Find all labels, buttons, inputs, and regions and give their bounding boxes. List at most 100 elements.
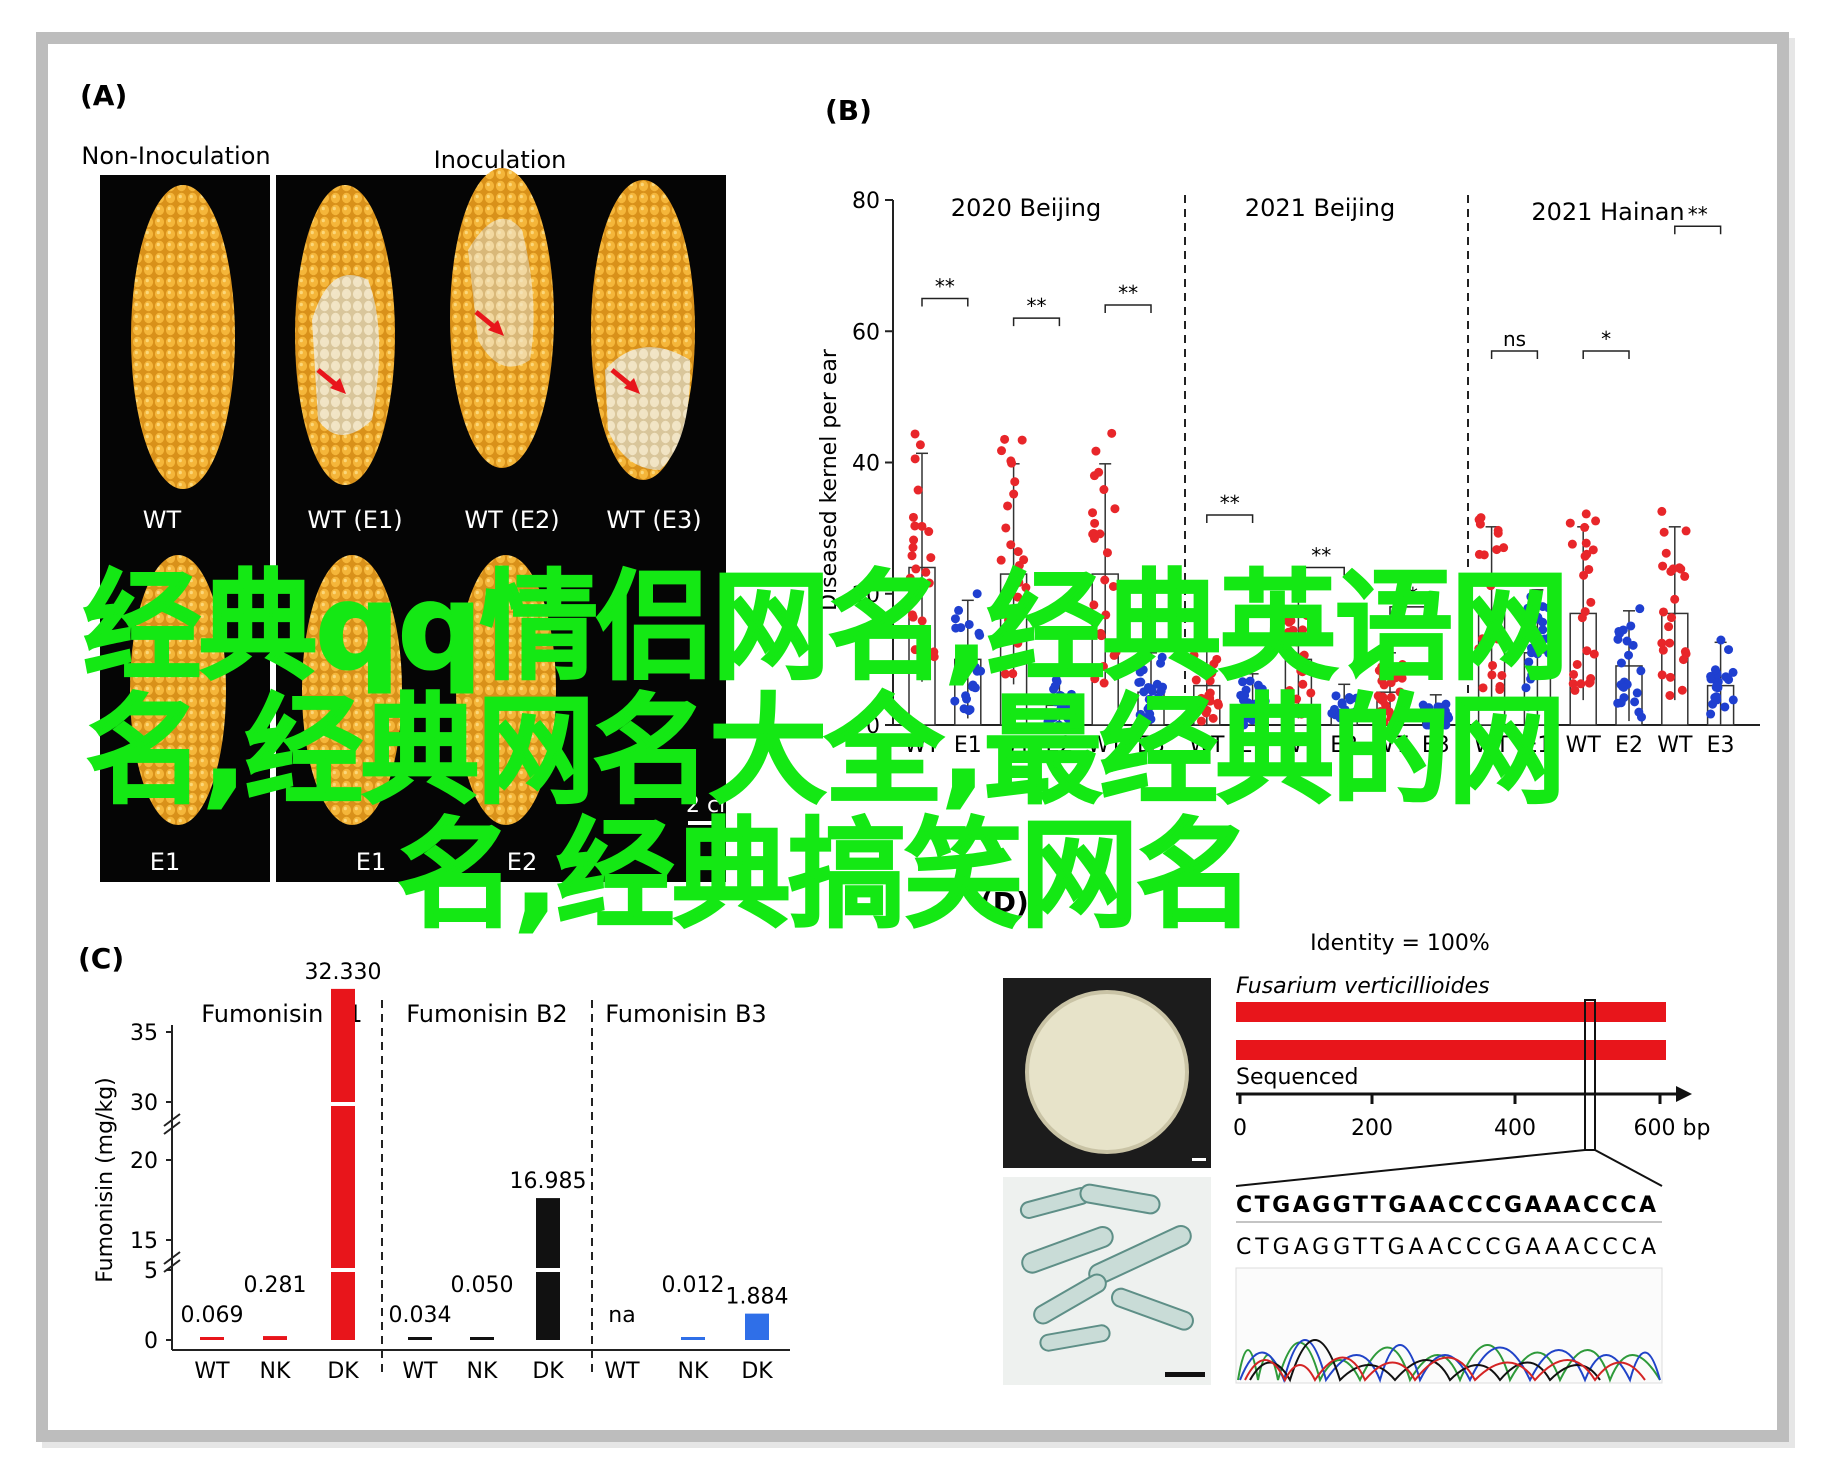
panel-c-label: (C) (78, 942, 124, 975)
data-point (1135, 667, 1145, 677)
data-point (1292, 694, 1302, 704)
data-point (1674, 563, 1684, 573)
data-point (929, 647, 939, 657)
data-point (1250, 709, 1260, 719)
arrow-icon (610, 368, 640, 394)
data-point (1716, 635, 1726, 645)
data-point (910, 429, 920, 439)
data-point (1010, 477, 1020, 487)
ear-label-e2: E2 (507, 848, 537, 876)
significance-bracket (1206, 514, 1254, 523)
data-point (1567, 539, 1577, 549)
data-point (1712, 681, 1722, 691)
data-point (1657, 638, 1667, 648)
bp-tick-label: 600 bp (1634, 1116, 1711, 1141)
data-point (1102, 548, 1112, 558)
data-point (1099, 485, 1109, 495)
zoom-window (1584, 999, 1596, 1151)
data-point (1581, 509, 1591, 519)
data-point (1576, 679, 1586, 689)
data-point (1147, 686, 1157, 696)
data-point (1381, 700, 1391, 710)
data-point (1581, 538, 1591, 548)
data-point (911, 564, 921, 574)
y-tick-label: 20 (852, 583, 880, 608)
panel-b-label: (B) (825, 94, 872, 127)
data-point (910, 645, 920, 655)
data-point (1724, 645, 1734, 655)
data-point (1282, 605, 1292, 615)
data-point (996, 555, 1006, 565)
data-point (1584, 678, 1594, 688)
significance-label: ** (935, 274, 955, 298)
data-point (1239, 720, 1249, 730)
data-point (1710, 665, 1720, 675)
data-point (1094, 467, 1104, 477)
data-point (1096, 628, 1106, 638)
culture-colony (1025, 990, 1189, 1154)
data-point (921, 567, 931, 577)
data-point (1189, 650, 1199, 660)
data-point (1019, 602, 1029, 612)
significance-label: ** (1220, 491, 1240, 515)
data-point (1619, 682, 1629, 692)
data-point (1351, 712, 1361, 722)
panel-a: (A) Non-Inoculation Inoculation WT WT (E… (80, 79, 741, 882)
overlay-line: 名,经典搞笑网名 (397, 806, 1256, 944)
data-point (1136, 709, 1146, 719)
data-point (1388, 669, 1398, 679)
data-point (1374, 666, 1384, 676)
sequenced-label: Sequenced (1236, 1065, 1358, 1090)
data-point (915, 440, 925, 450)
data-point (1089, 600, 1099, 610)
data-point (1191, 675, 1201, 685)
data-point (1635, 604, 1645, 614)
data-point (1492, 632, 1502, 642)
data-point (1591, 516, 1601, 526)
data-point (1658, 607, 1668, 617)
data-point (1616, 698, 1626, 708)
data-point (1199, 663, 1209, 673)
bar (408, 1337, 432, 1340)
panel-a-label: (A) (80, 79, 127, 112)
data-point (1636, 666, 1646, 676)
site-label: 2021 Hainan (1531, 198, 1684, 226)
data-point (954, 605, 964, 615)
data-point (1577, 613, 1587, 623)
zoom-line (1594, 1149, 1663, 1187)
y-ticks: 0 5 15 20 30 35 (130, 1021, 181, 1354)
ear-label-e1: E1 (150, 848, 180, 876)
x-tick-label: NK (467, 1359, 498, 1384)
x-tick-label: E2 (1045, 733, 1073, 758)
x-tick-label: WT (1474, 733, 1510, 758)
overlay-line: 经典qq情侣网名,经典英语网 (82, 558, 1570, 696)
data-point (1527, 627, 1537, 637)
data-point (1657, 506, 1667, 516)
data-point (1008, 669, 1018, 679)
overlay-line: 名,经典网名大全,最经典的网 (85, 682, 1567, 820)
x-tick-label: E1 (954, 733, 982, 758)
x-tick-label: WT (402, 1359, 438, 1384)
data-point (1004, 615, 1014, 625)
data-point (924, 527, 934, 537)
significance-label: * (1601, 327, 1611, 351)
data-point (1545, 632, 1555, 642)
data-label: 0.281 (244, 1273, 307, 1298)
zoom-line (1235, 1149, 1586, 1187)
axis-break (163, 1113, 181, 1135)
x-tick-label: E2 (1615, 733, 1643, 758)
y-tick-label: 15 (130, 1229, 158, 1254)
scale-bar (1192, 1158, 1206, 1161)
data-point (1526, 643, 1536, 653)
data-point (1497, 670, 1507, 680)
data-point (1658, 645, 1668, 655)
x-tick-label: WT (1657, 733, 1693, 758)
data-point (1109, 650, 1119, 660)
data-point (1721, 672, 1731, 682)
data-point (1156, 658, 1166, 668)
significance-label: ** (1118, 281, 1138, 305)
bar (681, 1337, 705, 1340)
corn-ear-e1 (302, 555, 402, 825)
data-point (1377, 676, 1387, 686)
y-tick-label: 80 (852, 189, 880, 214)
